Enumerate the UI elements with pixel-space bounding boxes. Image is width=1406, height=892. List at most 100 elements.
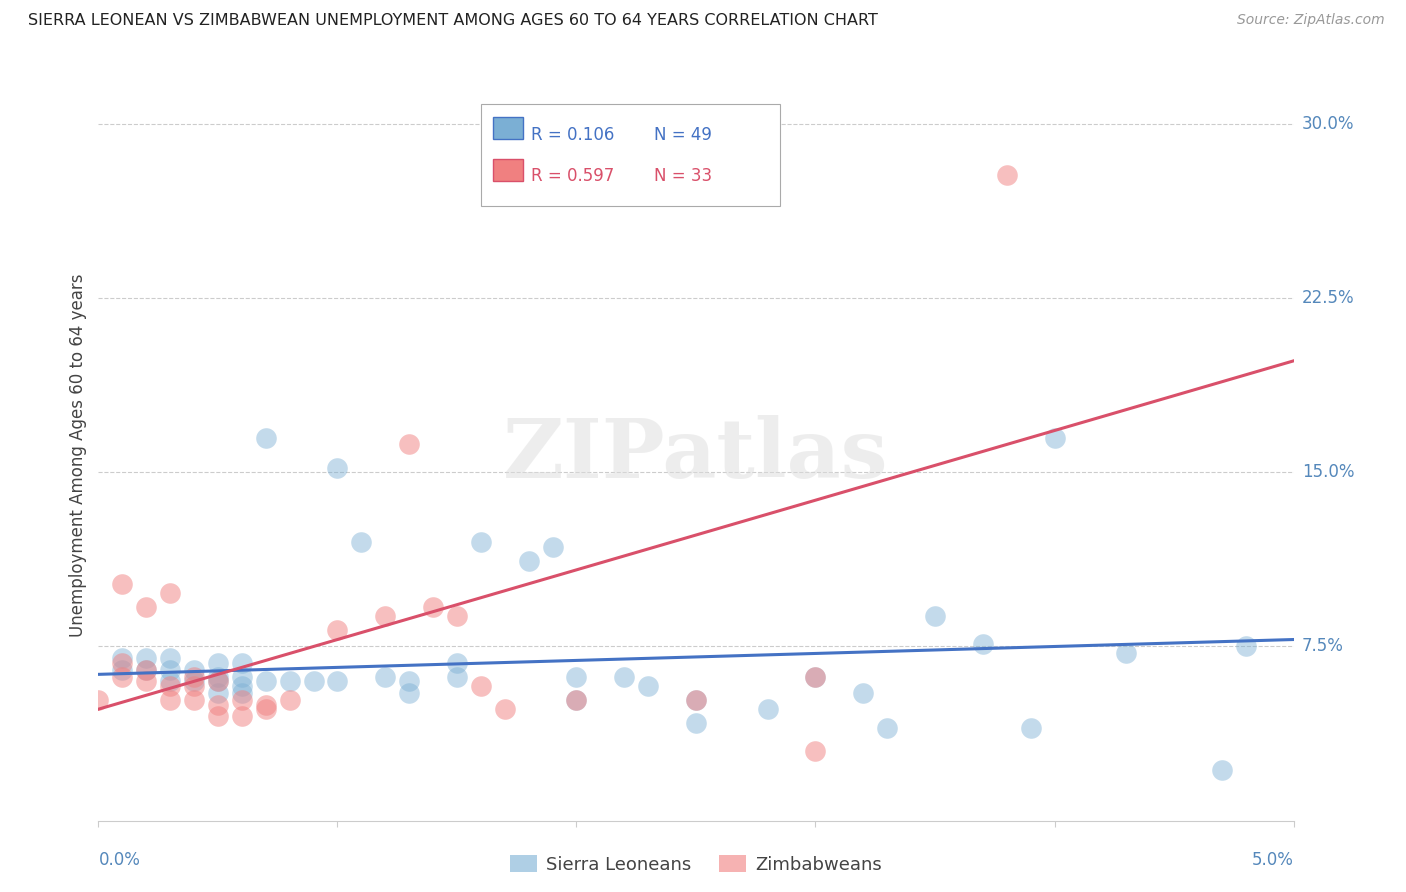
Point <box>183 693 205 707</box>
Point <box>159 674 181 689</box>
Point <box>1211 763 1233 777</box>
Point <box>613 670 636 684</box>
Point <box>159 651 181 665</box>
Text: Source: ZipAtlas.com: Source: ZipAtlas.com <box>1237 13 1385 28</box>
Point <box>1043 430 1066 444</box>
Point <box>756 702 779 716</box>
Point <box>135 651 157 665</box>
Point <box>159 679 181 693</box>
Point <box>183 663 205 677</box>
Point <box>278 693 301 707</box>
Point <box>87 693 110 707</box>
Point <box>517 553 540 567</box>
Point <box>541 540 564 554</box>
Point <box>876 721 898 735</box>
Point <box>231 679 253 693</box>
Point <box>398 437 420 451</box>
Point <box>446 609 468 624</box>
Point <box>446 670 468 684</box>
Point <box>422 600 444 615</box>
Point <box>135 674 157 689</box>
Text: 7.5%: 7.5% <box>1302 638 1344 656</box>
Point <box>278 674 301 689</box>
Point <box>231 686 253 700</box>
Point <box>972 637 994 651</box>
Point <box>111 576 134 591</box>
Point <box>254 702 277 716</box>
Point <box>924 609 946 624</box>
Point <box>398 686 420 700</box>
Bar <box>494 117 523 139</box>
Point <box>207 674 229 689</box>
Point <box>852 686 875 700</box>
Point <box>231 670 253 684</box>
Text: 5.0%: 5.0% <box>1251 851 1294 869</box>
Text: 30.0%: 30.0% <box>1302 115 1354 133</box>
Point <box>374 670 396 684</box>
Point <box>302 674 325 689</box>
Point <box>135 663 157 677</box>
Point <box>470 535 492 549</box>
Point <box>111 651 134 665</box>
Point <box>1115 647 1137 661</box>
Point <box>183 674 205 689</box>
Text: ZIPatlas: ZIPatlas <box>503 415 889 495</box>
Y-axis label: Unemployment Among Ages 60 to 64 years: Unemployment Among Ages 60 to 64 years <box>69 273 87 637</box>
Point <box>254 698 277 712</box>
Text: R = 0.106: R = 0.106 <box>531 126 614 144</box>
Point <box>565 670 588 684</box>
Point <box>1234 640 1257 654</box>
Point <box>231 709 253 723</box>
Point <box>111 663 134 677</box>
Point <box>995 168 1018 182</box>
Point <box>804 670 827 684</box>
Point <box>159 693 181 707</box>
Point <box>326 460 349 475</box>
Text: N = 49: N = 49 <box>654 126 711 144</box>
Point <box>111 656 134 670</box>
Point <box>159 663 181 677</box>
Point <box>207 670 229 684</box>
Point <box>159 586 181 600</box>
Point <box>565 693 588 707</box>
Point <box>135 600 157 615</box>
Text: N = 33: N = 33 <box>654 168 713 186</box>
Point <box>231 693 253 707</box>
Point <box>207 674 229 689</box>
Bar <box>494 159 523 180</box>
Point <box>398 674 420 689</box>
Text: SIERRA LEONEAN VS ZIMBABWEAN UNEMPLOYMENT AMONG AGES 60 TO 64 YEARS CORRELATION : SIERRA LEONEAN VS ZIMBABWEAN UNEMPLOYMEN… <box>28 13 877 29</box>
Point <box>804 670 827 684</box>
Point <box>565 693 588 707</box>
Point <box>637 679 659 693</box>
Point <box>231 656 253 670</box>
Point <box>326 674 349 689</box>
Point <box>207 656 229 670</box>
Point <box>254 674 277 689</box>
Point <box>804 744 827 758</box>
Point <box>685 693 707 707</box>
Bar <box>481 103 779 206</box>
Point <box>183 679 205 693</box>
Text: 15.0%: 15.0% <box>1302 463 1354 482</box>
Point <box>207 709 229 723</box>
Text: 22.5%: 22.5% <box>1302 289 1354 307</box>
Point <box>207 698 229 712</box>
Legend: Sierra Leoneans, Zimbabweans: Sierra Leoneans, Zimbabweans <box>503 848 889 881</box>
Point <box>685 693 707 707</box>
Point <box>1019 721 1042 735</box>
Point <box>350 535 373 549</box>
Point <box>470 679 492 693</box>
Point <box>685 716 707 731</box>
Point <box>207 686 229 700</box>
Point <box>111 670 134 684</box>
Point <box>183 670 205 684</box>
Point <box>446 656 468 670</box>
Point <box>254 430 277 444</box>
Point <box>135 663 157 677</box>
Point <box>494 702 516 716</box>
Point <box>326 624 349 638</box>
Text: R = 0.597: R = 0.597 <box>531 168 614 186</box>
Text: 0.0%: 0.0% <box>98 851 141 869</box>
Point <box>374 609 396 624</box>
